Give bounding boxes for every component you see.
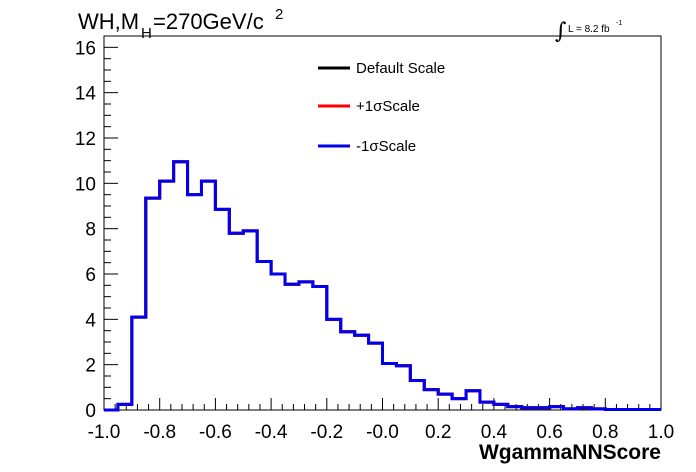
axis-tick-labels: -1.0 -0.8 -0.6 -0.4 -0.2 -0.0 0.2 0.4 0.6 0.8 1.0 0… (75, 38, 674, 443)
histogram-line-minus1sigma (104, 160, 661, 412)
lumi-text: L = 8.2 fb (568, 24, 610, 35)
chart-title: WH,M H =270GeV/c 2 (78, 6, 283, 42)
histogram-series (104, 160, 661, 412)
legend-label-default: Default Scale (356, 60, 445, 77)
axis-ticks (103, 35, 662, 411)
x-tick-label: 0.4 (481, 422, 508, 443)
y-tick-label: 12 (75, 129, 96, 150)
title-subscript: H (141, 25, 152, 42)
y-tick-label: 2 (85, 356, 96, 377)
legend-entry-default: Default Scale (318, 60, 445, 77)
x-tick-label: -0.4 (255, 422, 288, 443)
lumi-superscript: -1 (616, 20, 622, 27)
y-tick-label: 16 (75, 38, 96, 59)
x-tick-label: 0.6 (536, 422, 562, 443)
title-main: WH,M (78, 9, 139, 34)
legend-entry-plus1sigma: +1σScale (318, 98, 420, 115)
integral-sign: ∫ (555, 19, 567, 44)
y-tick-label: 6 (85, 265, 96, 286)
title-rest: =270GeV/c (153, 9, 264, 34)
legend-label-minus1sigma: -1σScale (356, 138, 416, 155)
x-tick-label: -0.2 (310, 422, 343, 443)
y-tick-label: 4 (85, 310, 96, 331)
x-tick-label: 0.2 (425, 422, 451, 443)
x-tick-label: 1.0 (648, 422, 674, 443)
x-tick-label: -0.8 (143, 422, 176, 443)
y-tick-label: 8 (85, 220, 96, 241)
x-tick-label: -0.0 (366, 422, 399, 443)
y-tick-label: 0 (85, 401, 96, 422)
legend: Default Scale +1σScale -1σScale (318, 60, 445, 155)
legend-label-plus1sigma: +1σScale (356, 98, 420, 115)
y-tick-label: 10 (75, 174, 96, 195)
x-tick-label: -1.0 (88, 422, 121, 443)
x-tick-label: 0.8 (592, 422, 618, 443)
legend-entry-minus1sigma: -1σScale (318, 138, 416, 155)
x-tick-label: -0.6 (199, 422, 232, 443)
x-axis-label: WgammaNNScore (479, 441, 661, 464)
title-superscript: 2 (275, 6, 283, 23)
luminosity-label: ∫ L = 8.2 fb -1 (555, 19, 622, 44)
y-tick-label: 14 (75, 84, 97, 105)
